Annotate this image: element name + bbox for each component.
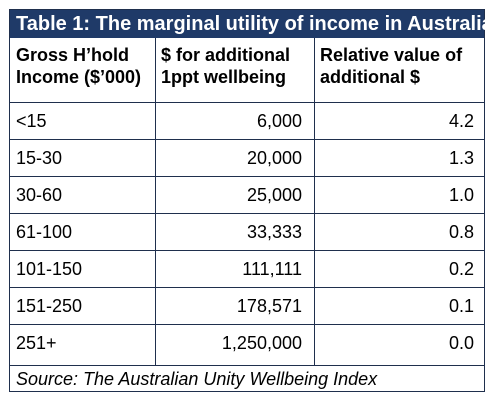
income-cell: 151-250 [16,296,83,316]
dollars-cell: 33,333 [246,222,302,242]
table-row: 61-100 33,333 0.8 [10,213,484,250]
table-header-row: Gross H’hold Income ($’000) $ for additi… [10,38,484,102]
dollars-cell: 20,000 [246,148,302,168]
relative-value-cell: 0.1 [448,296,474,316]
table-row: 251+ 1,250,000 0.0 [10,324,484,361]
dollars-cell: 1,250,000 [221,333,302,353]
dollars-cell: 111,111 [242,259,302,279]
table-source-note: Source: The Australian Unity Wellbeing I… [10,365,484,392]
table-body: <15 6,000 4.2 15-30 20,000 1.3 30-60 25,… [10,102,484,361]
header-relative-value: Relative value of additional $ [320,45,463,87]
relative-value-cell: 0.8 [448,222,474,242]
column-divider [314,38,315,365]
dollars-cell: 178,571 [236,296,302,316]
income-cell: 61-100 [16,222,73,242]
table-row: <15 6,000 4.2 [10,102,484,139]
income-cell: 30-60 [16,185,63,205]
table-row: 151-250 178,571 0.1 [10,287,484,324]
header-income: Gross H’hold Income ($’000) [16,45,142,87]
table-row: 101-150 111,111 0.2 [10,250,484,287]
relative-value-cell: 0.2 [448,259,474,279]
table-row: 30-60 25,000 1.0 [10,176,484,213]
table-frame: Table 1: The marginal utility of income … [9,9,493,392]
income-cell: 251+ [16,333,57,353]
income-cell: 101-150 [16,259,83,279]
relative-value-cell: 1.3 [448,148,474,168]
dollars-cell: 6,000 [256,111,302,131]
dollars-cell: 25,000 [246,185,302,205]
relative-value-cell: 0.0 [448,333,474,353]
income-cell: <15 [16,111,47,131]
column-divider [155,38,156,365]
header-dollars-per-ppt: $ for additional 1ppt wellbeing [161,45,291,87]
relative-value-cell: 4.2 [448,111,474,131]
income-cell: 15-30 [16,148,63,168]
table-row: 15-30 20,000 1.3 [10,139,484,176]
table-title: Table 1: The marginal utility of income … [10,10,493,38]
relative-value-cell: 1.0 [448,185,474,205]
